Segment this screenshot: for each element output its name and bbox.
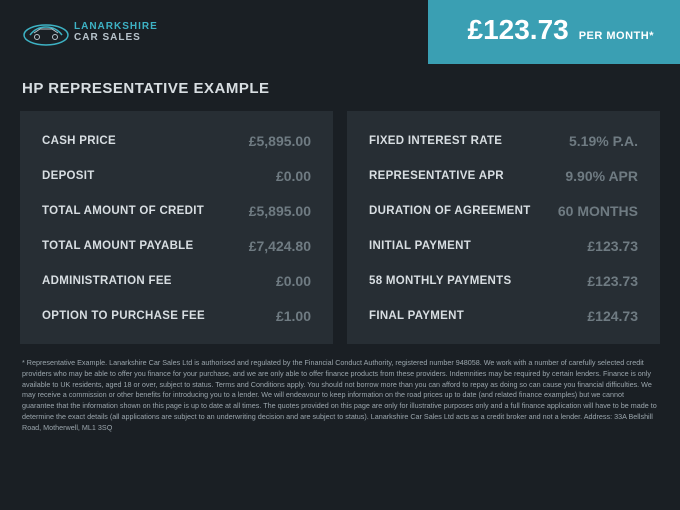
row-label: FIXED INTEREST RATE	[369, 135, 502, 147]
brand-name: LANARKSHIRE CAR SALES	[74, 21, 158, 43]
brand-line1: LANARKSHIRE	[74, 21, 158, 32]
row-value: £0.00	[276, 273, 311, 289]
row-label: OPTION TO PURCHASE FEE	[42, 310, 205, 322]
finance-row: REPRESENTATIVE APR 9.90% APR	[369, 168, 638, 184]
finance-row: TOTAL AMOUNT PAYABLE £7,424.80	[42, 238, 311, 254]
row-label: TOTAL AMOUNT OF CREDIT	[42, 205, 204, 217]
row-value: £5,895.00	[249, 133, 311, 149]
row-label: INITIAL PAYMENT	[369, 240, 471, 252]
header: LANARKSHIRE CAR SALES £123.73 PER MONTH*	[0, 0, 680, 64]
row-value: 5.19% P.A.	[569, 133, 638, 149]
row-value: £123.73	[587, 238, 638, 254]
finance-row: 58 MONTHLY PAYMENTS £123.73	[369, 273, 638, 289]
row-value: £7,424.80	[249, 238, 311, 254]
finance-row: DURATION OF AGREEMENT 60 MONTHS	[369, 203, 638, 219]
finance-cards: CASH PRICE £5,895.00 DEPOSIT £0.00 TOTAL AMO…	[0, 107, 680, 344]
row-label: CASH PRICE	[42, 135, 116, 147]
monthly-price: £123.73	[468, 14, 569, 46]
car-logo-icon	[22, 15, 70, 49]
row-value: 9.90% APR	[565, 168, 638, 184]
finance-row: INITIAL PAYMENT £123.73	[369, 238, 638, 254]
section-title: HP REPRESENTATIVE EXAMPLE	[22, 80, 658, 97]
finance-row: DEPOSIT £0.00	[42, 168, 311, 184]
finance-card-left: CASH PRICE £5,895.00 DEPOSIT £0.00 TOTAL AMO…	[20, 111, 333, 344]
disclaimer-text: * Representative Example. Lanarkshire Ca…	[0, 344, 680, 434]
title-bar: HP REPRESENTATIVE EXAMPLE	[0, 64, 680, 107]
row-label: TOTAL AMOUNT PAYABLE	[42, 240, 193, 252]
finance-row: CASH PRICE £5,895.00	[42, 133, 311, 149]
row-label: REPRESENTATIVE APR	[369, 170, 504, 182]
finance-row: OPTION TO PURCHASE FEE £1.00	[42, 308, 311, 324]
row-label: FINAL PAYMENT	[369, 310, 464, 322]
row-label: 58 MONTHLY PAYMENTS	[369, 275, 511, 287]
price-suffix: PER MONTH*	[579, 30, 654, 42]
row-value: £0.00	[276, 168, 311, 184]
brand-line2: CAR SALES	[74, 32, 158, 43]
price-banner: £123.73 PER MONTH*	[428, 0, 680, 64]
finance-row: FINAL PAYMENT £124.73	[369, 308, 638, 324]
row-value: £123.73	[587, 273, 638, 289]
row-value: £1.00	[276, 308, 311, 324]
finance-card-right: FIXED INTEREST RATE 5.19% P.A. REPRESENTAT…	[347, 111, 660, 344]
row-value: £5,895.00	[249, 203, 311, 219]
finance-row: ADMINISTRATION FEE £0.00	[42, 273, 311, 289]
row-label: DEPOSIT	[42, 170, 95, 182]
row-label: ADMINISTRATION FEE	[42, 275, 172, 287]
brand-logo: LANARKSHIRE CAR SALES	[22, 15, 158, 49]
finance-row: FIXED INTEREST RATE 5.19% P.A.	[369, 133, 638, 149]
row-value: £124.73	[587, 308, 638, 324]
row-value: 60 MONTHS	[558, 203, 638, 219]
finance-row: TOTAL AMOUNT OF CREDIT £5,895.00	[42, 203, 311, 219]
row-label: DURATION OF AGREEMENT	[369, 205, 531, 217]
